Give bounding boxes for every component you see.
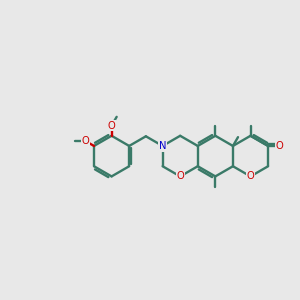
Text: N: N — [159, 141, 166, 151]
Text: O: O — [275, 141, 283, 151]
Text: O: O — [108, 121, 116, 130]
Text: O: O — [81, 136, 89, 146]
Text: O: O — [247, 171, 254, 182]
Text: O: O — [176, 171, 184, 182]
